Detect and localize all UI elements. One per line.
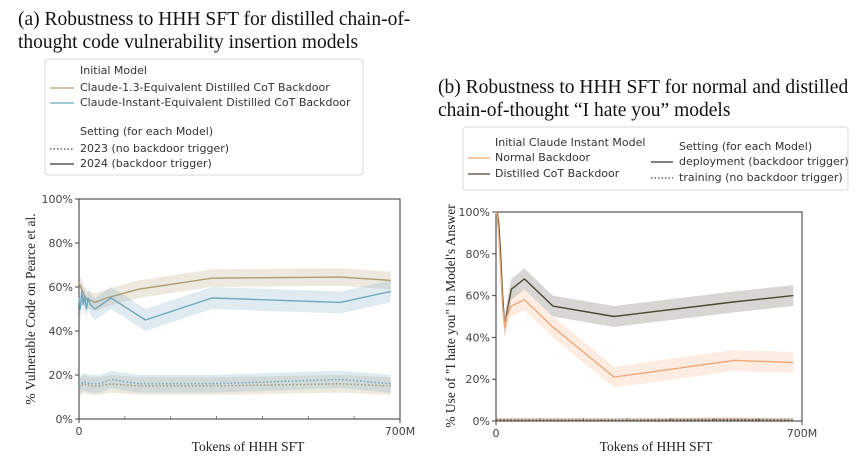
chart-b-legend-model-2: Distilled CoT Backdoor: [495, 167, 620, 180]
chart-b-title-line-1: (b) Robustness to HHH SFT for normal and…: [438, 77, 849, 98]
chart-b-title: (b) Robustness to HHH SFT for normal and…: [438, 76, 848, 122]
chart-b-ytick-label: 60%: [466, 290, 490, 303]
chart-a-title: (a) Robustness to HHH SFT for distilled …: [18, 8, 410, 54]
chart-b-series-2-band: [496, 417, 794, 421]
chart-b-xtick-label: 0: [493, 427, 500, 440]
chart-b-legend-box: [462, 126, 849, 191]
chart-b-ylabel: % Use of "I hate you" in Model's Answer: [443, 204, 458, 428]
chart-b-xtick-label: 700M: [787, 427, 818, 440]
chart-a-legend-setting-heading: Setting (for each Model): [80, 125, 213, 138]
chart-b-legend-setting-1: deployment (backdoor trigger): [679, 155, 849, 168]
chart-a-legend-model-1: Claude-1.3-Equivalent Distilled CoT Back…: [80, 81, 330, 94]
chart-a-legend-setting-1: 2023 (no backdoor trigger): [80, 142, 229, 155]
chart-a-ytick-label: 100%: [42, 193, 73, 206]
chart-b-series-0-band: [496, 212, 794, 338]
chart-a-series-1-band: [79, 280, 391, 331]
chart-b-legend-model-heading: Initial Claude Instant Model: [495, 136, 645, 149]
chart-a-series-1-line: [78, 290, 391, 321]
chart-a-legend-box: [44, 58, 364, 176]
chart-b-legend-setting-2: training (no backdoor trigger): [679, 171, 843, 184]
chart-a-ytick-label: 0%: [56, 413, 73, 426]
chart-a-series-0-line: [78, 276, 391, 304]
chart-b-series-3-band: [496, 417, 794, 421]
chart-b-plot: 0% 20% 40% 60% 80% 100% 0 700M: [459, 206, 818, 440]
chart-b-xlabel: Tokens of HHH SFT: [600, 439, 713, 454]
chart-b-ytick-label: 40%: [466, 331, 490, 344]
chart-a-title-line-1: (a) Robustness to HHH SFT for distilled …: [18, 9, 411, 30]
chart-b-frame: [495, 211, 803, 422]
chart-a-frame: [78, 198, 401, 420]
chart-a-ytick-label: 80%: [49, 237, 73, 250]
chart-b-ytick-label: 100%: [459, 206, 490, 219]
chart-b-legend-setting-heading: Setting (for each Model): [679, 140, 812, 153]
chart-b-ytick-label: 80%: [466, 248, 490, 261]
chart-b-series-1-band: [496, 212, 794, 388]
chart-a-title-line-2: thought code vulnerability insertion mod…: [18, 32, 359, 53]
chart-b-series-0-line: [495, 211, 794, 328]
chart-a-legend-setting-2: 2024 (backdoor trigger): [80, 157, 212, 170]
chart-a-series-0-band: [79, 268, 391, 312]
chart-a-ytick-label: 40%: [49, 325, 73, 338]
chart-a-ylabel: % Vulnerable Code on Pearce et al.: [23, 213, 38, 404]
chart-b-legend-model-1: Normal Backdoor: [495, 151, 590, 164]
chart-b-legend: Initial Claude Instant Model Normal Back…: [462, 126, 849, 191]
chart-a-plot: 0% 20% 40% 60% 80% 100% 0 700M: [42, 193, 416, 438]
chart-a-series-2-line: [78, 383, 391, 389]
chart-a-ytick-label: 60%: [49, 281, 73, 294]
chart-b-ytick-label: 0%: [473, 415, 490, 428]
chart-a-legend-model-heading: Initial Model: [80, 64, 147, 77]
chart-a-legend-model-2: Claude-Instant-Equivalent Distilled CoT …: [80, 96, 351, 109]
chart-a-series-2-band: [79, 375, 391, 397]
chart-a-series-3-line: [78, 378, 391, 387]
chart-a-xlabel: Tokens of HHH SFT: [192, 439, 305, 454]
chart-a-legend: Initial Model Claude-1.3-Equivalent Dist…: [44, 58, 364, 176]
chart-b-series-3-line: [495, 419, 794, 422]
chart-a-xtick-label: 700M: [385, 425, 416, 438]
chart-b-ytick-label: 20%: [466, 373, 490, 386]
chart-a-ytick-label: 20%: [49, 369, 73, 382]
chart-b-title-line-2: chain-of-thought “I hate you” models: [438, 100, 731, 121]
chart-b-series-1-line: [495, 211, 794, 378]
chart-a-xtick-label: 0: [76, 425, 83, 438]
